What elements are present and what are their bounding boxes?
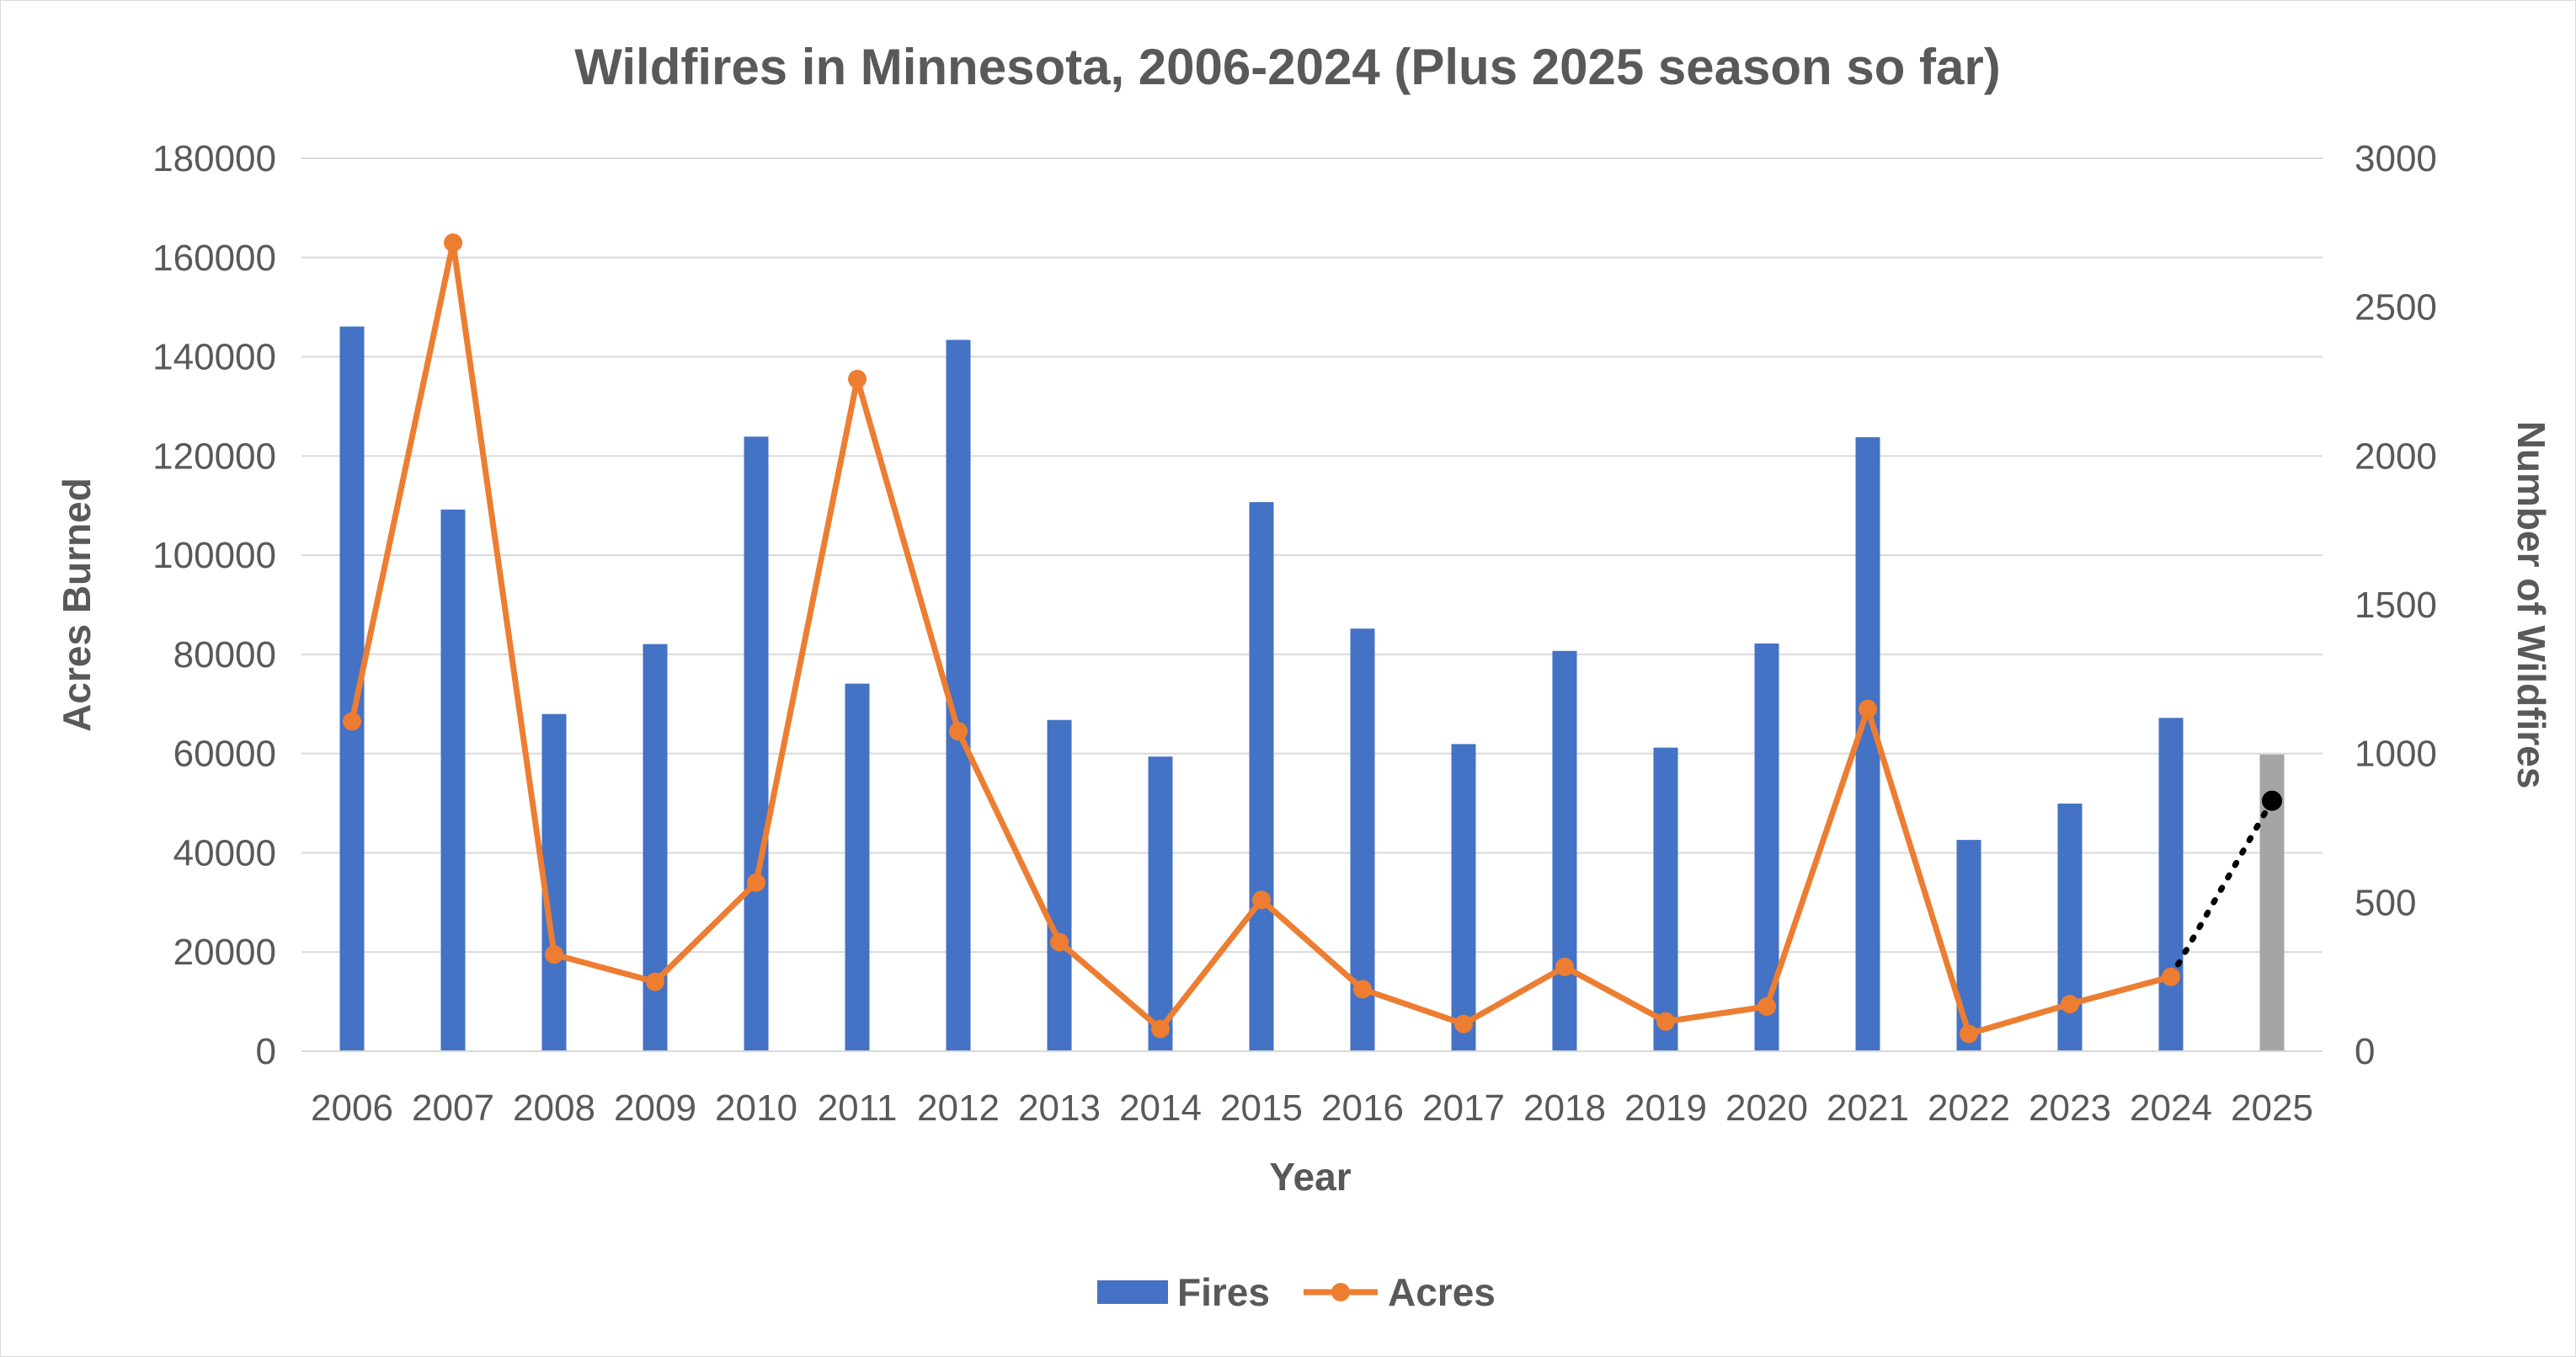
acres-point — [545, 945, 563, 964]
acres-point — [343, 712, 361, 731]
x-tick-label: 2021 — [1827, 1087, 1909, 1129]
acres-point — [2061, 995, 2079, 1014]
projection-dotted-line — [2168, 798, 2275, 980]
y-left-tick-label: 160000 — [152, 238, 276, 279]
acres-point — [747, 873, 765, 892]
axes: 0200004000060000800001000001200001400001… — [152, 138, 2437, 1129]
acres-point — [2162, 967, 2180, 986]
acres-point — [1656, 1012, 1675, 1031]
x-tick-label: 2006 — [311, 1087, 393, 1129]
fires-bar — [845, 683, 870, 1051]
x-tick-label: 2008 — [513, 1087, 595, 1129]
acres-point — [1555, 957, 1574, 976]
fires-bar — [2057, 804, 2083, 1051]
x-tick-label: 2012 — [917, 1087, 1000, 1129]
legend-acres-marker — [1331, 1283, 1350, 1301]
y-left-tick-label: 80000 — [173, 634, 276, 676]
acres-point — [1757, 997, 1776, 1016]
gridlines — [301, 158, 2323, 1052]
x-tick-label: 2018 — [1523, 1087, 1606, 1129]
x-tick-label: 2016 — [1321, 1087, 1404, 1129]
chart-title: Wildfires in Minnesota, 2006-2024 (Plus … — [574, 39, 2000, 95]
fires-bar — [2158, 718, 2184, 1051]
fires-bar — [1047, 719, 1072, 1051]
acres-point — [646, 972, 664, 991]
acres-line — [343, 233, 2282, 1044]
legend-fires-swatch — [1097, 1280, 1168, 1304]
y-left-tick-label: 60000 — [173, 734, 276, 775]
fires-bar — [1653, 747, 1678, 1051]
y-right-tick-label: 500 — [2355, 882, 2416, 923]
acres-point — [949, 722, 968, 741]
acres-point — [1353, 980, 1372, 999]
x-tick-label: 2014 — [1119, 1087, 1202, 1129]
y-left-tick-label: 140000 — [152, 337, 276, 378]
fires-bars — [339, 326, 2285, 1052]
x-axis-label: Year — [1269, 1155, 1351, 1199]
acres-point — [1151, 1019, 1170, 1039]
y-right-tick-label: 2000 — [2355, 435, 2437, 477]
y-left-tick-label: 40000 — [173, 832, 276, 874]
legend-fires-label: Fires — [1177, 1270, 1270, 1314]
y-right-tick-label: 0 — [2355, 1031, 2375, 1072]
y-right-tick-label: 3000 — [2355, 138, 2437, 179]
y-right-tick-label: 1000 — [2355, 734, 2437, 775]
y-axis-left-label: Acres Burned — [55, 478, 99, 732]
x-tick-label: 2007 — [412, 1087, 494, 1129]
acres-point — [1859, 699, 1877, 719]
x-tick-label: 2009 — [614, 1087, 696, 1129]
x-tick-label: 2011 — [818, 1087, 898, 1129]
acres-point — [1252, 890, 1271, 910]
y-right-tick-label: 2500 — [2355, 287, 2437, 329]
x-tick-label: 2010 — [715, 1087, 797, 1129]
acres-point — [1960, 1024, 1978, 1044]
x-tick-label: 2022 — [1928, 1087, 2010, 1129]
y-left-tick-label: 180000 — [152, 138, 276, 179]
fires-bar — [1249, 502, 1274, 1051]
y-left-tick-label: 120000 — [152, 435, 276, 477]
y-axis-right-label: Number of Wildfires — [2509, 421, 2553, 789]
x-tick-label: 2015 — [1220, 1087, 1303, 1129]
acres-point — [444, 233, 462, 253]
y-left-tick-label: 20000 — [173, 932, 276, 973]
y-right-tick-label: 1500 — [2355, 585, 2437, 626]
legend-acres-label: Acres — [1388, 1270, 1496, 1314]
projection-point — [2262, 790, 2282, 811]
x-tick-label: 2023 — [2029, 1087, 2111, 1129]
x-tick-label: 2017 — [1422, 1087, 1505, 1129]
legend: Fires Acres — [1097, 1270, 1496, 1314]
acres-point — [1050, 932, 1069, 952]
fires-bar — [1956, 840, 1981, 1051]
fires-bar — [1552, 650, 1577, 1051]
x-tick-label: 2020 — [1725, 1087, 1808, 1129]
x-tick-label: 2025 — [2231, 1087, 2313, 1129]
acres-point — [848, 370, 867, 389]
fires-bar — [1148, 756, 1173, 1051]
fires-bar — [1451, 744, 1476, 1051]
y-left-tick-label: 0 — [256, 1031, 276, 1072]
acres-point — [1454, 1014, 1473, 1034]
fires-bar — [440, 509, 466, 1051]
y-left-tick-label: 100000 — [152, 535, 276, 576]
x-tick-label: 2013 — [1018, 1087, 1101, 1129]
x-tick-label: 2024 — [2130, 1087, 2212, 1129]
x-tick-label: 2019 — [1624, 1087, 1707, 1129]
fires-bar — [744, 436, 769, 1051]
